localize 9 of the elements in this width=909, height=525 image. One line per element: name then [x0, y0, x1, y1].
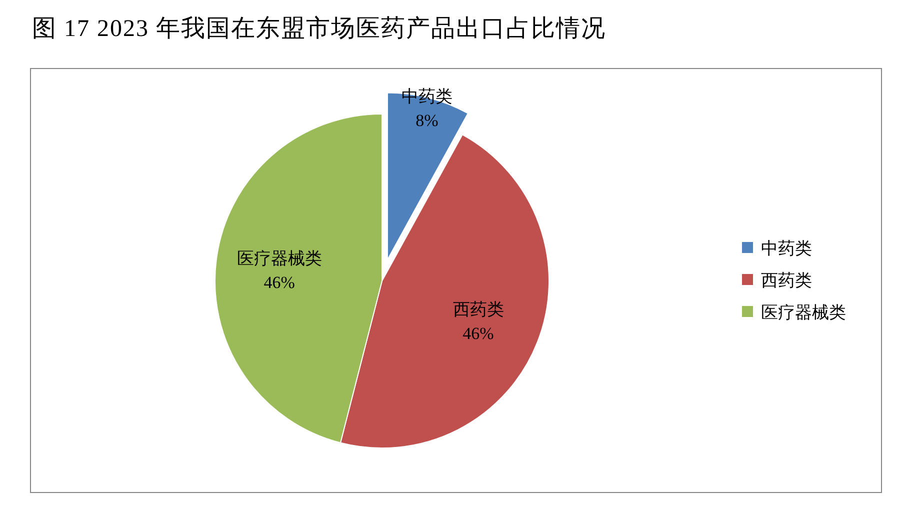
data-label: 46%	[264, 273, 295, 292]
chart-title: 图 17 2023 年我国在东盟市场医药产品出口占比情况	[32, 15, 606, 42]
legend-label: 医疗器械类	[761, 303, 846, 322]
data-label: 8%	[416, 111, 438, 130]
slice-label: 医疗器械类	[236, 249, 322, 268]
legend-label: 西药类	[761, 271, 812, 290]
legend-label: 中药类	[761, 239, 812, 258]
data-label: 46%	[462, 324, 494, 344]
slice-label: 西药类	[452, 300, 504, 320]
